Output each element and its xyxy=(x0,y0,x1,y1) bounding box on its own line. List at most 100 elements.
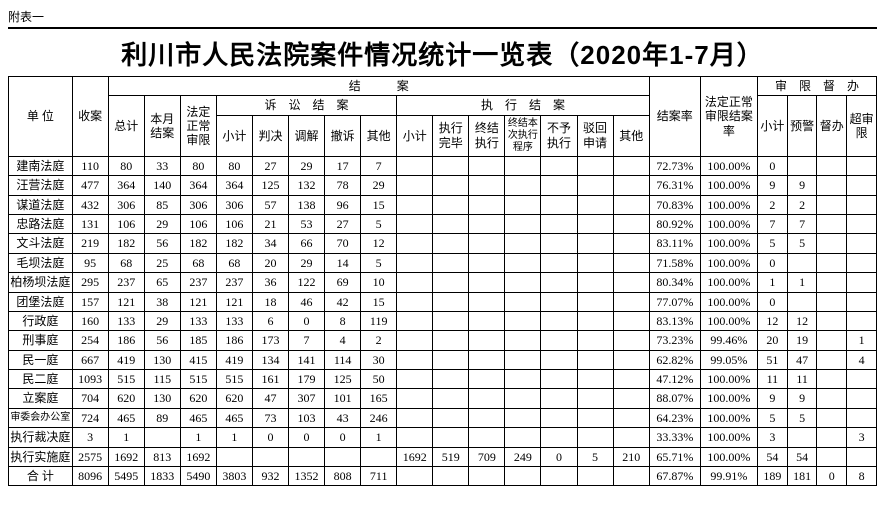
data-cell xyxy=(541,234,577,253)
data-cell: 114 xyxy=(325,350,361,369)
data-cell: 134 xyxy=(252,350,288,369)
data-cell xyxy=(613,331,649,350)
data-cell xyxy=(433,467,469,486)
stats-table: 单 位 收案 结 案 结案率 法定正常审限结案率 审 限 督 办 总计 本月结案… xyxy=(8,76,877,486)
data-cell: 2 xyxy=(787,195,817,214)
data-cell xyxy=(577,408,613,427)
data-cell: 80.34% xyxy=(649,273,700,292)
data-cell xyxy=(847,273,877,292)
unit-cell: 审委会办公室 xyxy=(9,408,73,427)
data-cell xyxy=(469,467,505,486)
data-cell: 103 xyxy=(289,408,325,427)
data-cell xyxy=(397,234,433,253)
data-cell: 70.83% xyxy=(649,195,700,214)
data-cell xyxy=(433,273,469,292)
data-cell xyxy=(613,467,649,486)
data-cell xyxy=(505,273,541,292)
data-cell xyxy=(433,234,469,253)
data-cell: 95 xyxy=(72,253,108,272)
data-cell xyxy=(397,195,433,214)
h-normal-rate: 法定正常审限结案率 xyxy=(700,77,757,157)
data-cell: 8 xyxy=(325,311,361,330)
data-cell: 181 xyxy=(787,467,817,486)
data-cell xyxy=(469,234,505,253)
data-cell: 210 xyxy=(613,447,649,466)
h-oth: 其他 xyxy=(361,115,397,156)
data-cell: 0 xyxy=(325,428,361,447)
data-cell: 9 xyxy=(787,389,817,408)
data-cell xyxy=(541,408,577,427)
data-cell: 306 xyxy=(108,195,144,214)
unit-cell: 执行实施庭 xyxy=(9,447,73,466)
data-cell: 5 xyxy=(361,253,397,272)
data-cell xyxy=(505,156,541,175)
data-cell: 306 xyxy=(180,195,216,214)
data-cell: 50 xyxy=(361,370,397,389)
data-cell xyxy=(577,195,613,214)
data-cell: 43 xyxy=(325,408,361,427)
data-cell xyxy=(433,428,469,447)
data-cell xyxy=(847,176,877,195)
data-cell xyxy=(397,273,433,292)
data-cell: 161 xyxy=(252,370,288,389)
data-cell xyxy=(361,447,397,466)
data-cell: 3 xyxy=(758,428,788,447)
data-cell: 1692 xyxy=(180,447,216,466)
table-row: 立案庭7046201306206204730710116588.07%100.0… xyxy=(9,389,877,408)
data-cell: 80 xyxy=(216,156,252,175)
data-cell: 1692 xyxy=(108,447,144,466)
data-cell: 56 xyxy=(144,234,180,253)
data-cell: 7 xyxy=(361,156,397,175)
data-cell: 68 xyxy=(216,253,252,272)
table-row: 行政庭1601332913313360811983.13%100.00%1212 xyxy=(9,311,877,330)
data-cell: 415 xyxy=(180,350,216,369)
data-cell xyxy=(541,350,577,369)
data-cell: 106 xyxy=(180,214,216,233)
data-cell xyxy=(505,370,541,389)
data-cell: 620 xyxy=(216,389,252,408)
data-cell xyxy=(541,311,577,330)
data-cell xyxy=(847,292,877,311)
data-cell: 80 xyxy=(108,156,144,175)
data-cell xyxy=(397,408,433,427)
data-cell xyxy=(541,156,577,175)
data-cell: 0 xyxy=(289,428,325,447)
data-cell: 0 xyxy=(289,311,325,330)
data-cell: 0 xyxy=(252,428,288,447)
data-cell xyxy=(817,214,847,233)
data-cell xyxy=(577,214,613,233)
data-cell xyxy=(613,273,649,292)
data-cell xyxy=(847,214,877,233)
h-supervise: 审 限 督 办 xyxy=(758,77,877,96)
data-cell xyxy=(817,195,847,214)
data-cell: 20 xyxy=(758,331,788,350)
table-row: 谋道法庭4323068530630657138961570.83%100.00%… xyxy=(9,195,877,214)
data-cell: 7 xyxy=(289,331,325,350)
unit-cell: 建南法庭 xyxy=(9,156,73,175)
unit-cell: 毛坝法庭 xyxy=(9,253,73,272)
data-cell: 119 xyxy=(361,311,397,330)
data-cell: 29 xyxy=(289,156,325,175)
data-cell: 100.00% xyxy=(700,156,757,175)
data-cell xyxy=(541,467,577,486)
data-cell xyxy=(505,214,541,233)
data-cell: 182 xyxy=(216,234,252,253)
data-cell: 133 xyxy=(180,311,216,330)
data-cell xyxy=(613,253,649,272)
data-cell xyxy=(505,195,541,214)
h-exec: 执 行 结 案 xyxy=(397,96,650,115)
data-cell xyxy=(847,234,877,253)
data-cell: 7 xyxy=(758,214,788,233)
data-cell: 4 xyxy=(847,350,877,369)
data-cell: 182 xyxy=(180,234,216,253)
data-cell: 364 xyxy=(180,176,216,195)
data-cell: 813 xyxy=(144,447,180,466)
h-close-rate: 结案率 xyxy=(649,77,700,157)
data-cell: 189 xyxy=(758,467,788,486)
data-cell xyxy=(787,428,817,447)
data-cell xyxy=(433,253,469,272)
data-cell xyxy=(817,370,847,389)
data-cell: 110 xyxy=(72,156,108,175)
unit-cell: 柏杨坝法庭 xyxy=(9,273,73,292)
data-cell: 667 xyxy=(72,350,108,369)
